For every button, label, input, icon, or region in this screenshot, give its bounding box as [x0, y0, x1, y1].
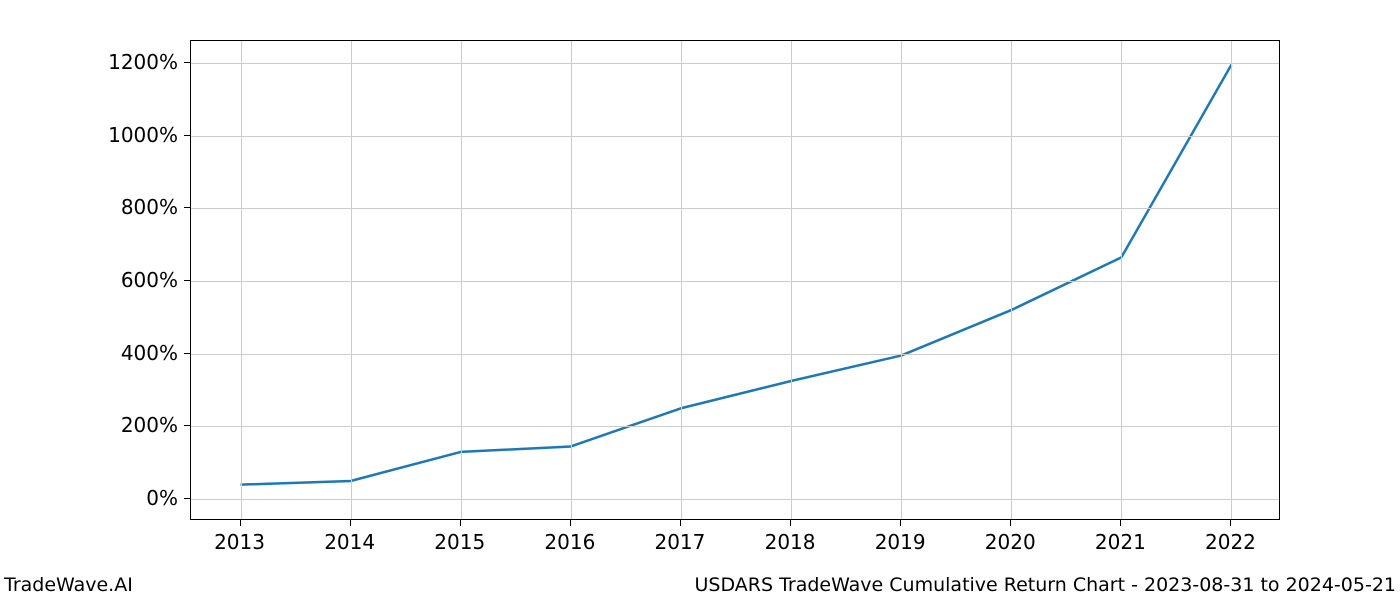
x-tick-label: 2020 [985, 530, 1036, 554]
x-tick-label: 2018 [765, 530, 816, 554]
x-tick-label: 2015 [434, 530, 485, 554]
y-tick-label: 200% [121, 413, 178, 437]
y-tick-label: 600% [121, 268, 178, 292]
x-tick-label: 2022 [1205, 530, 1256, 554]
grid-line-vertical [241, 41, 242, 519]
grid-line-horizontal [191, 63, 1279, 64]
x-tick-mark [1120, 520, 1121, 526]
x-tick-mark [240, 520, 241, 526]
y-tick-label: 1000% [108, 123, 178, 147]
grid-line-vertical [351, 41, 352, 519]
grid-line-vertical [1121, 41, 1122, 519]
y-tick-mark [184, 207, 190, 208]
x-tick-mark [460, 520, 461, 526]
x-tick-label: 2021 [1095, 530, 1146, 554]
x-tick-mark [350, 520, 351, 526]
y-tick-mark [184, 498, 190, 499]
grid-line-vertical [791, 41, 792, 519]
footer-left-label: TradeWave.AI [4, 574, 133, 596]
x-tick-label: 2016 [544, 530, 595, 554]
grid-line-horizontal [191, 208, 1279, 209]
grid-line-vertical [1231, 41, 1232, 519]
x-tick-mark [900, 520, 901, 526]
y-tick-mark [184, 353, 190, 354]
y-tick-mark [184, 135, 190, 136]
y-tick-mark [184, 62, 190, 63]
y-tick-label: 0% [146, 486, 178, 510]
grid-line-vertical [681, 41, 682, 519]
grid-line-vertical [901, 41, 902, 519]
grid-line-horizontal [191, 136, 1279, 137]
y-tick-mark [184, 280, 190, 281]
x-tick-mark [570, 520, 571, 526]
y-tick-mark [184, 425, 190, 426]
y-tick-label: 1200% [108, 50, 178, 74]
grid-line-horizontal [191, 426, 1279, 427]
footer-right-label: USDARS TradeWave Cumulative Return Chart… [695, 574, 1396, 596]
plot-area [190, 40, 1280, 520]
x-tick-label: 2014 [324, 530, 375, 554]
grid-line-vertical [461, 41, 462, 519]
x-tick-label: 2013 [214, 530, 265, 554]
x-tick-mark [790, 520, 791, 526]
grid-line-horizontal [191, 354, 1279, 355]
return-line [241, 65, 1232, 485]
grid-line-vertical [571, 41, 572, 519]
grid-line-horizontal [191, 281, 1279, 282]
grid-line-vertical [1011, 41, 1012, 519]
grid-line-horizontal [191, 499, 1279, 500]
y-tick-label: 400% [121, 341, 178, 365]
x-tick-label: 2017 [654, 530, 705, 554]
x-tick-mark [1230, 520, 1231, 526]
x-tick-label: 2019 [875, 530, 926, 554]
x-tick-mark [1010, 520, 1011, 526]
x-tick-mark [680, 520, 681, 526]
y-tick-label: 800% [121, 195, 178, 219]
